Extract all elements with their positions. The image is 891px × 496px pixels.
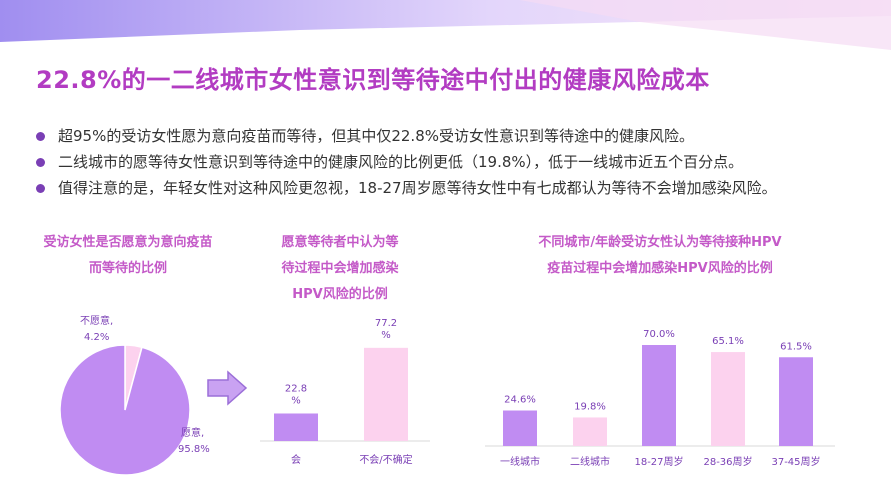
risk-bar-chart-title-line: 愿意等待者中认为等 (281, 235, 399, 250)
right-arrow-icon (207, 370, 248, 406)
group-bar-value-label: 65.1% (712, 336, 744, 347)
bullet-text: 值得注意的是，年轻女性对这种风险更忽视，18-27周岁愿等待女性中有七成都认为等… (58, 179, 777, 197)
bullet-list: 超95%的受访女性愿为意向疫苗而等待，但其中仅22.8%受访女性意识到等待途中的… (34, 126, 884, 204)
bullet-dot-icon (36, 184, 45, 193)
group-bar-chart: 24.6% 一线城市 19.8% 二线城市 70.0% 18-27周岁 65.1% 28-36… (485, 329, 835, 468)
risk-bar-category-label: 会 (291, 453, 301, 466)
pie-value-no: 4.2% (84, 332, 109, 343)
bullet-item: 二线城市的愿等待女性意识到等待途中的健康风险的比例更低（19.8%），低于一线城… (34, 152, 884, 178)
group-bar-category-label: 二线城市 (570, 455, 610, 468)
bullet-item: 超95%的受访女性愿为意向疫苗而等待，但其中仅22.8%受访女性意识到等待途中的… (34, 126, 884, 152)
bullet-dot-icon (36, 158, 45, 167)
pie-chart-title: 受访女性是否愿意为意向疫苗 而等待的比例 (18, 230, 238, 282)
group-bar-value-label: 24.6% (504, 395, 536, 406)
group-bar-category-label: 18-27周岁 (634, 455, 683, 468)
group-bar-category-label: 28-36周岁 (703, 455, 752, 468)
group-bar-category-label: 一线城市 (500, 455, 540, 468)
pie-chart: 不愿意, 4.2% 愿意, 95.8% (59, 314, 210, 476)
group-bar (779, 357, 813, 446)
pie-chart-title-line: 而等待的比例 (88, 261, 167, 276)
pie-value-yes: 95.8% (178, 444, 210, 455)
pie-label-no: 不愿意, (80, 314, 113, 327)
risk-bar-chart-title-line: 待过程中会增加感染 (281, 261, 399, 276)
bullet-dot-icon (36, 132, 45, 141)
risk-bar-value-label: 22.8 (285, 383, 307, 394)
risk-bar (274, 413, 318, 441)
group-bar (711, 352, 745, 446)
risk-bar-category-label: 不会/不确定 (359, 453, 412, 466)
group-bar-chart-title-line: 不同城市/年龄受访女性认为等待接种HPV (538, 235, 782, 250)
risk-bar-value-unit: % (291, 395, 301, 406)
pie-label-yes: 愿意, (181, 426, 204, 439)
bullet-text: 超95%的受访女性愿为意向疫苗而等待，但其中仅22.8%受访女性意识到等待途中的… (58, 127, 694, 145)
group-bar (642, 345, 676, 446)
risk-bar-value-unit: % (381, 330, 391, 341)
header-banner (0, 0, 891, 50)
bullet-item: 值得注意的是，年轻女性对这种风险更忽视，18-27周岁愿等待女性中有七成都认为等… (34, 178, 884, 204)
risk-bar (364, 347, 408, 441)
pie-chart-title-line: 受访女性是否愿意为意向疫苗 (43, 235, 213, 250)
risk-bar-chart-title-line: HPV风险的比例 (292, 287, 388, 302)
risk-bar-value-label: 77.2 (375, 318, 397, 329)
group-bar (503, 410, 537, 446)
group-bar (573, 417, 607, 446)
group-bar-value-label: 19.8% (574, 401, 606, 412)
group-bar-chart-title: 不同城市/年龄受访女性认为等待接种HPV 疫苗过程中会增加感染HPV风险的比例 (470, 230, 850, 282)
group-bar-chart-title-line: 疫苗过程中会增加感染HPV风险的比例 (547, 261, 773, 276)
group-bar-category-label: 37-45周岁 (771, 455, 820, 468)
risk-bar-chart-title: 愿意等待者中认为等 待过程中会增加感染 HPV风险的比例 (255, 230, 425, 308)
group-bar-value-label: 61.5% (780, 341, 812, 352)
page-title: 22.8%的一二线城市女性意识到等待途中付出的健康风险成本 (36, 66, 710, 94)
bullet-text: 二线城市的愿等待女性意识到等待途中的健康风险的比例更低（19.8%），低于一线城… (58, 153, 744, 171)
pie-slice-yes (59, 344, 191, 476)
risk-bar-chart: 22.8% 会 77.2% 不会/不确定 (260, 318, 430, 466)
group-bar-value-label: 70.0% (643, 329, 675, 340)
